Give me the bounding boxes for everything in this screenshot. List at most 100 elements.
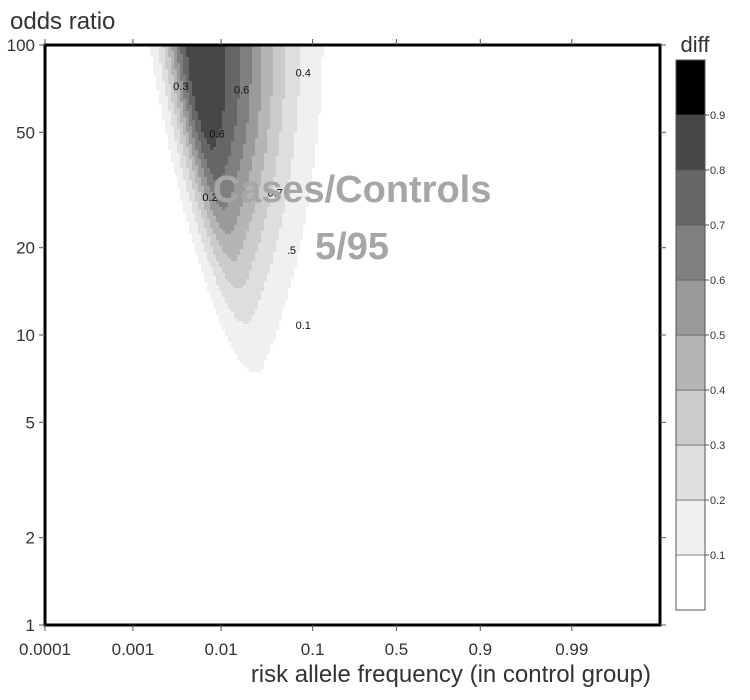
- y-axis-title: odds ratio: [10, 8, 115, 35]
- contour-cell: [192, 168, 198, 171]
- contour-cell: [300, 93, 321, 96]
- contour-cell: [177, 102, 183, 105]
- contour-cell: [204, 135, 219, 138]
- contour-cell: [261, 174, 276, 177]
- contour-cell: [252, 267, 270, 270]
- contour-cell: [195, 147, 201, 150]
- contour-cell: [195, 219, 204, 222]
- contour-cell: [168, 102, 174, 105]
- contour-cell: [189, 192, 195, 195]
- contour-cell: [261, 87, 273, 90]
- contour-cell: [201, 264, 210, 267]
- contour-cell: [210, 204, 219, 207]
- contour-cell: [264, 225, 282, 228]
- contour-cell: [237, 108, 249, 111]
- contour-cell: [300, 87, 321, 90]
- contour-cell: [198, 111, 222, 114]
- contour-cell: [201, 195, 207, 198]
- contour-cell: [162, 114, 171, 117]
- contour-cell: [207, 177, 213, 180]
- contour-cell: [258, 132, 267, 135]
- contour-cell: [183, 153, 189, 156]
- contour-cell: [261, 69, 273, 72]
- contour-cell: [246, 279, 267, 282]
- contour-cell: [183, 132, 189, 135]
- contour-cell: [159, 54, 165, 57]
- contour-cell: [165, 93, 171, 96]
- contour-cell: [207, 210, 213, 213]
- contour-cell: [297, 114, 318, 117]
- contour-cell: [195, 249, 204, 252]
- contour-cell: [195, 123, 201, 126]
- contour-cell: [201, 129, 219, 132]
- contour-cell: [192, 204, 198, 207]
- contour-cell: [234, 189, 246, 192]
- contour-cell: [240, 207, 255, 210]
- contour-cell: [216, 276, 225, 279]
- contour-cell: [237, 258, 255, 261]
- contour-cell: [246, 132, 258, 135]
- contour-cell: [258, 126, 270, 129]
- contour-cell: [189, 132, 192, 135]
- contour-cell: [204, 276, 216, 279]
- contour-cell: [282, 126, 297, 129]
- contour-cell: [171, 111, 174, 114]
- contour-cell: [171, 90, 174, 93]
- contour-cell: [243, 246, 258, 249]
- contour-cell: [198, 171, 204, 174]
- colorbar-tick-label: 0.2: [710, 495, 725, 507]
- contour-cell: [267, 132, 279, 135]
- contour-cell: [216, 216, 237, 219]
- contour-cell: [228, 162, 240, 165]
- contour-cell: [258, 111, 270, 114]
- contour-cell: [273, 255, 297, 258]
- colorbar-tick-label: 0.9: [710, 110, 725, 122]
- contour-cell: [243, 156, 252, 159]
- x-tick-label: 0.001: [112, 640, 155, 659]
- contour-cell: [258, 135, 267, 138]
- contour-cell: [264, 285, 291, 288]
- contour-cell: [261, 291, 288, 294]
- contour-cell: [216, 255, 228, 258]
- contour-cell: [174, 129, 180, 132]
- contour-cell: [189, 60, 225, 63]
- contour-level-label: 0.2: [202, 192, 217, 204]
- contour-cell: [225, 78, 240, 81]
- contour-cell: [210, 222, 219, 225]
- contour-cell: [201, 165, 207, 168]
- contour-cell: [168, 141, 177, 144]
- contour-cell: [159, 90, 165, 93]
- contour-cell: [177, 123, 183, 126]
- contour-cell: [279, 138, 294, 141]
- contour-cell: [285, 72, 300, 75]
- contour-cell: [183, 96, 189, 99]
- contour-cell: [246, 135, 258, 138]
- contour-cell: [198, 114, 222, 117]
- contour-cell: [270, 105, 282, 108]
- contour-cell: [192, 207, 198, 210]
- contour-cell: [237, 114, 249, 117]
- contour-cell: [285, 87, 300, 90]
- contour-cell: [288, 183, 312, 186]
- contour-cell: [207, 255, 216, 258]
- contour-cell: [264, 153, 279, 156]
- contour-cell: [270, 96, 285, 99]
- contour-cell: [243, 144, 255, 147]
- contour-cell: [228, 201, 243, 204]
- contour-cell: [213, 192, 231, 195]
- contour-cell: [198, 165, 201, 168]
- contour-cell: [171, 69, 177, 72]
- contour-cell: [249, 183, 261, 186]
- x-tick-label: 0.01: [205, 640, 238, 659]
- contour-cell: [195, 144, 201, 147]
- contour-cell: [231, 198, 243, 201]
- contour-cell: [198, 228, 207, 231]
- contour-cell: [219, 129, 234, 132]
- contour-cell: [192, 144, 195, 147]
- contour-cell: [180, 138, 186, 141]
- contour-cell: [210, 297, 225, 300]
- contour-cell: [297, 99, 321, 102]
- contour-cell: [270, 120, 282, 123]
- contour-cell: [201, 120, 222, 123]
- contour-cell: [180, 72, 183, 75]
